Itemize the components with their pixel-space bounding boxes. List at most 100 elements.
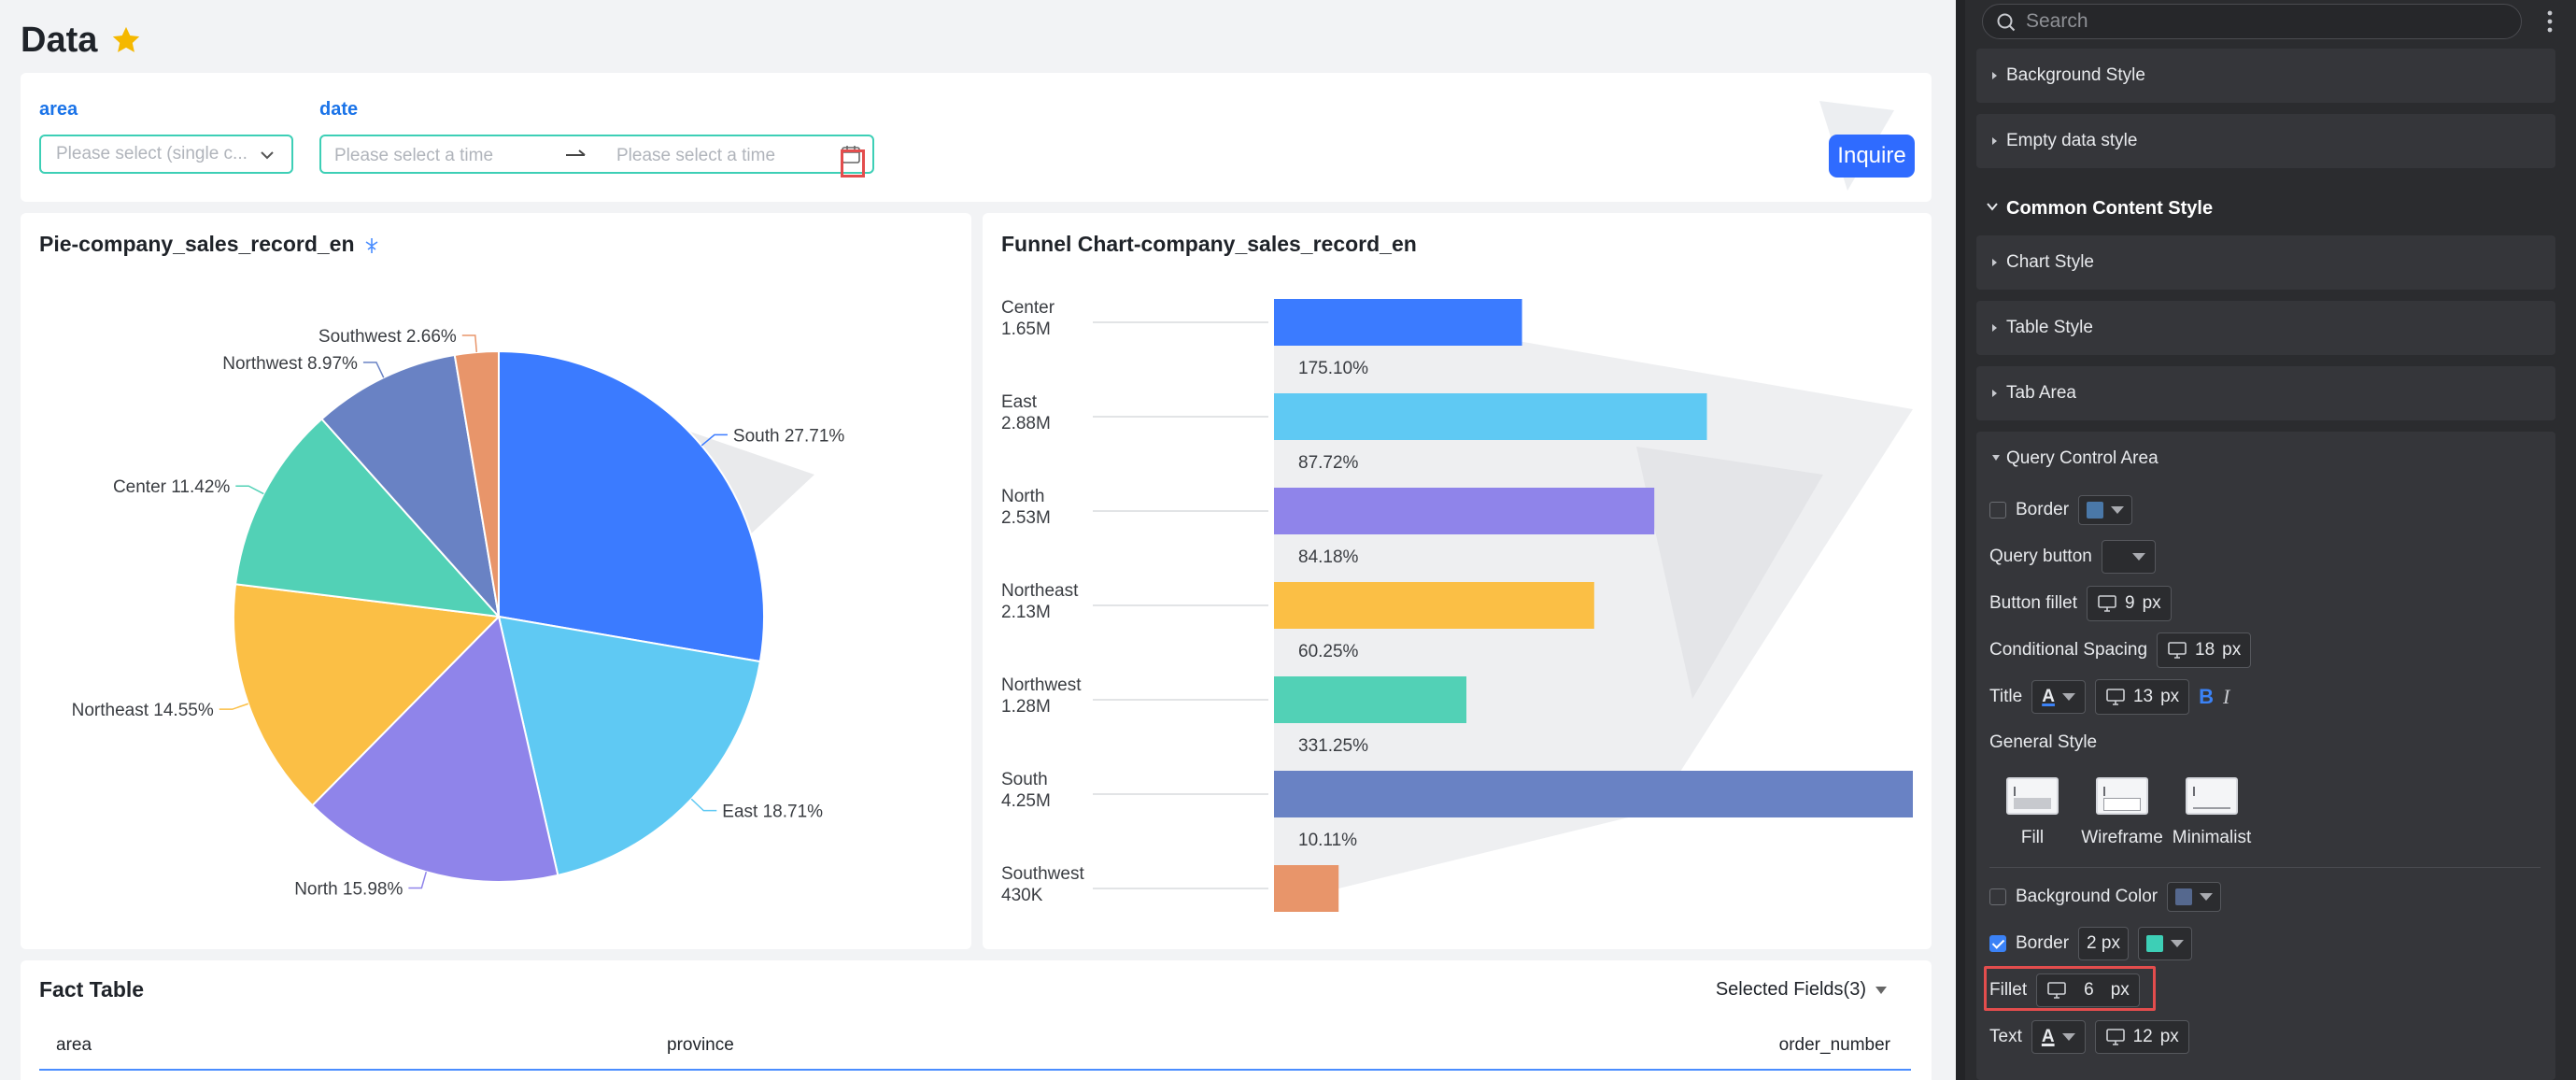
border-label: Border	[2016, 500, 2070, 519]
section-empty-data-style[interactable]: Empty data style	[1976, 114, 2555, 168]
search-input[interactable]: Search	[1982, 4, 2522, 39]
fact-table-title: Fact Table	[39, 977, 145, 1002]
funnel-bar-southwest[interactable]	[1274, 865, 1339, 912]
pie-slice-north[interactable]	[311, 615, 559, 883]
pie-slice-south[interactable]	[498, 349, 765, 663]
conditional-spacing-value: 18	[2195, 640, 2215, 660]
fillet-input[interactable]: 6 px	[2036, 973, 2140, 1007]
selected-fields-dropdown[interactable]: Selected Fields(3)	[1716, 979, 1889, 1001]
background-color-label: Background Color	[2016, 887, 2158, 906]
pie-slice-northeast[interactable]	[233, 583, 502, 807]
funnel-conversion-label: 87.72%	[1298, 453, 1359, 473]
inquire-button[interactable]: Inquire	[1829, 135, 1915, 178]
pie-label-line	[461, 334, 478, 353]
date-label: date	[319, 99, 359, 120]
fill-style-thumbnail	[2006, 777, 2059, 815]
funnel-category-label: North	[1001, 487, 1044, 506]
style-option-fill[interactable]: Fill	[1986, 777, 2079, 848]
border-style-checkbox[interactable]	[1989, 935, 2006, 952]
text-font-color-select[interactable]: A	[2031, 1020, 2086, 1054]
common-content-style-header[interactable]: Common Content Style	[1976, 187, 2555, 230]
caret-right-icon	[1992, 259, 1997, 266]
text-size-input[interactable]: 12 px	[2094, 1020, 2189, 1054]
background-color-checkbox[interactable]	[1989, 888, 2006, 905]
star-icon[interactable]	[110, 24, 142, 56]
query-control-area-header[interactable]: Query Control Area	[1992, 448, 2158, 469]
funnel-bar-east[interactable]	[1274, 393, 1707, 440]
border-color-swatch	[2087, 502, 2104, 519]
section-background-style[interactable]: Background Style	[1976, 49, 2555, 103]
panel-scrollbar[interactable]	[1956, 0, 1965, 1080]
background-color-picker[interactable]	[2167, 882, 2222, 912]
funnel-conversion-label: 10.11%	[1298, 831, 1357, 850]
pie-chart[interactable]: South 27.71% East 18.71% North 15.98% North…	[21, 213, 971, 949]
conditional-spacing-input[interactable]: 18 px	[2157, 632, 2252, 668]
title-font-color-select[interactable]: A	[2031, 680, 2086, 714]
date-to-input[interactable]: Please select a time	[616, 146, 776, 165]
section-label: Chart Style	[2006, 252, 2094, 272]
conditional-spacing-row: Conditional Spacing 18 px	[1989, 632, 2252, 669]
date-range-picker[interactable]: Please select a time Please select a tim…	[319, 135, 874, 174]
px-unit: px	[2142, 593, 2161, 613]
style-option-minimalist[interactable]: Minimalist	[2165, 777, 2258, 848]
border-style-color-picker[interactable]	[2137, 927, 2192, 960]
area-placeholder: Please select (single c...	[56, 144, 248, 163]
border-row: Border	[1989, 491, 2133, 529]
pie-slice-east[interactable]	[497, 615, 762, 877]
drill-icon[interactable]	[362, 236, 381, 255]
button-fillet-value: 9	[2125, 593, 2135, 613]
border-width-input[interactable]: 2 px	[2078, 927, 2129, 960]
funnel-bar-northwest[interactable]	[1274, 676, 1467, 723]
pie-slice-northwest[interactable]	[320, 353, 501, 620]
border-checkbox[interactable]	[1989, 502, 2006, 519]
section-table-style[interactable]: Table Style	[1976, 301, 2555, 355]
monitor-icon	[2168, 642, 2187, 659]
px-unit: px	[2110, 980, 2130, 1000]
bold-toggle[interactable]: B	[2199, 685, 2215, 708]
section-tab-area[interactable]: Tab Area	[1976, 366, 2555, 420]
border-style-label: Border	[2016, 933, 2070, 953]
fillet-label: Fillet	[1989, 980, 2028, 1000]
area-select[interactable]: Please select (single c...	[39, 135, 293, 174]
style-option-wireframe[interactable]: Wireframe	[2075, 777, 2169, 848]
more-vertical-icon[interactable]	[2546, 9, 2554, 34]
border-style-color-swatch	[2145, 935, 2163, 952]
funnel-chart[interactable]: Center 1.65M 175.10% East 2.88M 87.72% North 2.…	[983, 213, 1932, 949]
caret-right-icon	[1992, 72, 1997, 79]
button-fillet-input[interactable]: 9 px	[2087, 586, 2172, 621]
border-width-value: 2 px	[2087, 933, 2120, 953]
title-row: Title A 13 px B I	[1989, 678, 2229, 716]
pie-slice-center[interactable]	[234, 418, 502, 618]
pie-label-line	[219, 703, 248, 710]
date-from-input[interactable]: Please select a time	[334, 146, 494, 165]
query-button-style-select[interactable]	[2101, 540, 2156, 574]
border-color-picker[interactable]	[2078, 495, 2133, 525]
funnel-bar-center[interactable]	[1274, 299, 1522, 346]
px-unit: px	[2159, 1027, 2179, 1046]
fillet-value: 6	[2084, 980, 2094, 1000]
section-label: Empty data style	[2006, 131, 2138, 150]
search-placeholder: Search	[2026, 10, 2088, 32]
funnel-bar-south[interactable]	[1274, 771, 1913, 817]
pie-data-label: East 18.71%	[722, 803, 823, 822]
column-header-province[interactable]: province	[667, 1035, 734, 1055]
pie-data-label: Northwest 8.97%	[222, 354, 358, 374]
funnel-category-label: Southwest	[1001, 864, 1084, 884]
italic-toggle[interactable]: I	[2223, 685, 2230, 708]
funnel-bar-north[interactable]	[1274, 488, 1655, 534]
pie-chart-card: South 27.71% East 18.71% North 15.98% North…	[21, 213, 971, 949]
pie-label-line	[690, 798, 717, 812]
funnel-chart-title: Funnel Chart-company_sales_record_en	[1001, 232, 1417, 256]
section-chart-style[interactable]: Chart Style	[1976, 235, 2555, 290]
funnel-value-label: 430K	[1001, 886, 1043, 905]
title-size-input[interactable]: 13 px	[2094, 679, 2190, 715]
pie-label-line	[701, 433, 728, 447]
funnel-bar-northeast[interactable]	[1274, 582, 1594, 629]
column-header-area[interactable]: area	[56, 1035, 92, 1055]
pie-chart-title-text: Pie-company_sales_record_en	[39, 232, 355, 256]
column-header-order-number[interactable]: order_number	[1778, 1035, 1890, 1055]
style-option-label: Minimalist	[2172, 828, 2252, 847]
funnel-conversion-label: 331.25%	[1298, 736, 1368, 756]
funnel-value-label: 1.28M	[1001, 697, 1051, 717]
px-unit: px	[2222, 640, 2242, 660]
